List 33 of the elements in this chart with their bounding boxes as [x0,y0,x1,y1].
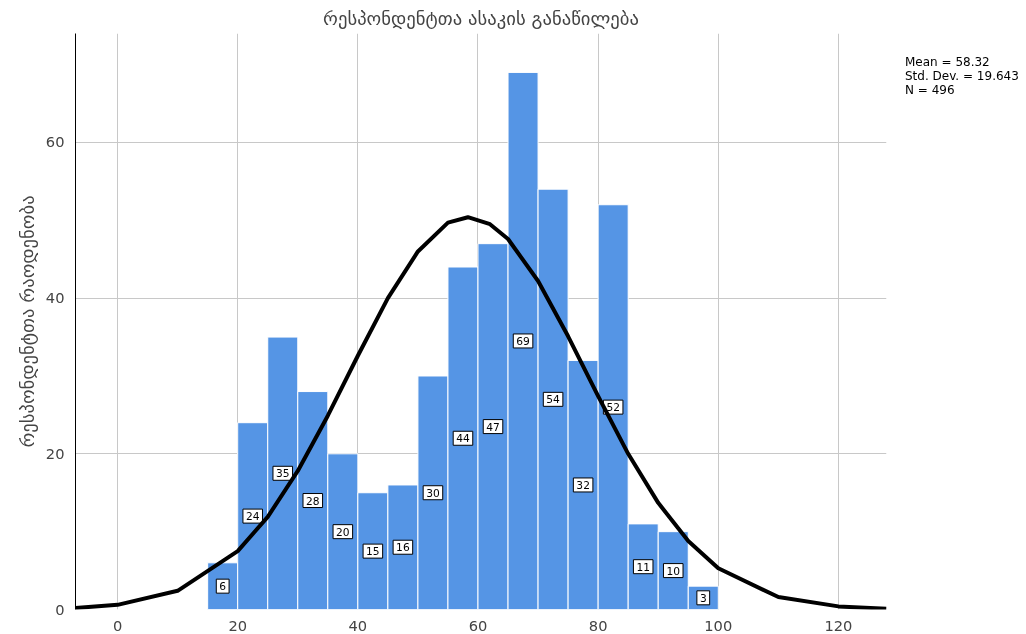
data-label: 47 [486,420,500,434]
y-tick-label: 60 [45,133,65,151]
text: Mean = 58.32 [905,55,990,69]
text: Std. Dev. = 19.643 [905,69,1019,83]
data-label: 3 [699,591,707,605]
y-tick-label: 0 [55,600,65,618]
data-label: 32 [576,478,590,492]
x-tick-label: 100 [704,616,733,634]
data-label: 52 [606,401,620,415]
data-label: 10 [666,564,681,578]
text: N = 496 [905,83,955,97]
data-label: 44 [456,432,470,446]
data-label: 30 [426,486,440,500]
data-label: 6 [219,580,227,594]
y-tick-label: 20 [45,444,65,462]
data-label: 24 [245,510,260,524]
data-label: 20 [336,525,350,539]
data-label: 35 [275,467,290,481]
y-axis-title: რესპონდენტთა რაოდენობა [16,195,38,448]
data-label: 69 [516,334,531,348]
y-tick-label: 40 [45,289,65,307]
x-tick-label: 0 [112,616,123,634]
x-tick-label: 20 [228,616,248,634]
x-tick-label: 40 [348,616,368,634]
data-label: 28 [306,494,320,508]
data-label: 11 [636,560,650,574]
x-tick-label: 80 [588,616,608,634]
data-label: 54 [546,393,561,407]
x-tick-label: 60 [468,616,488,634]
chart-title: რესპონდენტთა ასაკის განაწილება [323,7,639,29]
data-label: 16 [396,541,410,555]
data-label: 15 [366,545,380,559]
x-tick-label: 120 [824,616,853,634]
